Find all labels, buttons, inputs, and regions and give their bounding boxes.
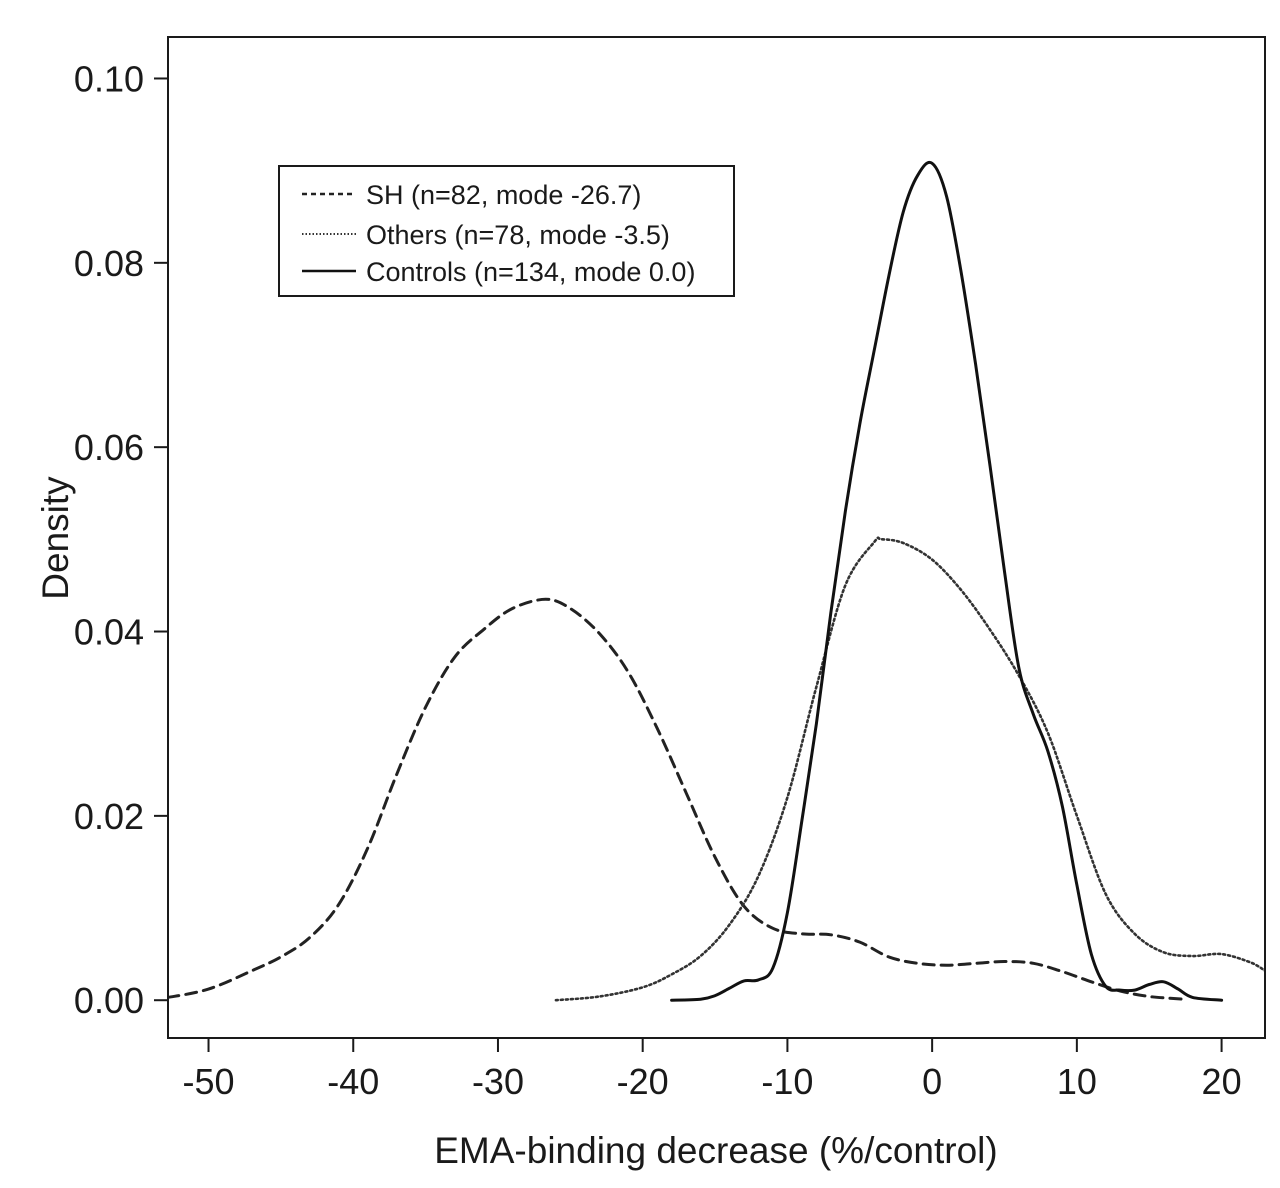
- series-line-1: [168, 597, 1187, 1001]
- y-tick-label: 0.10: [74, 58, 144, 99]
- y-tick-label: 0.06: [74, 427, 144, 468]
- y-tick-label: 0.02: [74, 796, 144, 837]
- legend-box: [278, 165, 735, 297]
- x-axis: -50 -40 -30 -20 -10 0 10 20: [183, 1038, 1242, 1102]
- x-tick-label: -20: [617, 1061, 669, 1102]
- y-axis-title: Density: [35, 476, 76, 600]
- x-axis-title: EMA-binding decrease (%/control): [434, 1130, 997, 1171]
- plot-frame: [167, 36, 1266, 1039]
- x-tick-label: -50: [183, 1061, 235, 1102]
- x-tick-label: 10: [1057, 1061, 1097, 1102]
- series-line-2: [554, 536, 1265, 1002]
- y-tick-label: 0.08: [74, 243, 144, 284]
- legend-label-1: SH (n=82, mode -26.7): [366, 180, 641, 210]
- x-tick-label: -10: [761, 1061, 813, 1102]
- legend-label-3: Controls (n=134, mode 0.0): [366, 257, 695, 287]
- legend: SH (n=82, mode -26.7) Others (n=78, mode …: [278, 165, 735, 297]
- series-layer: [168, 160, 1265, 1002]
- x-tick-label: 0: [922, 1061, 942, 1102]
- y-tick-label: 0.04: [74, 612, 144, 653]
- legend-label-2: Others (n=78, mode -3.5): [366, 220, 670, 250]
- y-tick-label: 0.00: [74, 980, 144, 1021]
- x-tick-label: -40: [327, 1061, 379, 1102]
- y-axis: 0.00 0.02 0.04 0.06 0.08 0.10: [74, 58, 168, 1021]
- x-tick-label: -30: [472, 1061, 524, 1102]
- series-line-3: [670, 160, 1224, 1002]
- x-tick-label: 20: [1202, 1061, 1242, 1102]
- legend-entries: SH (n=82, mode -26.7) Others (n=78, mode …: [302, 180, 695, 287]
